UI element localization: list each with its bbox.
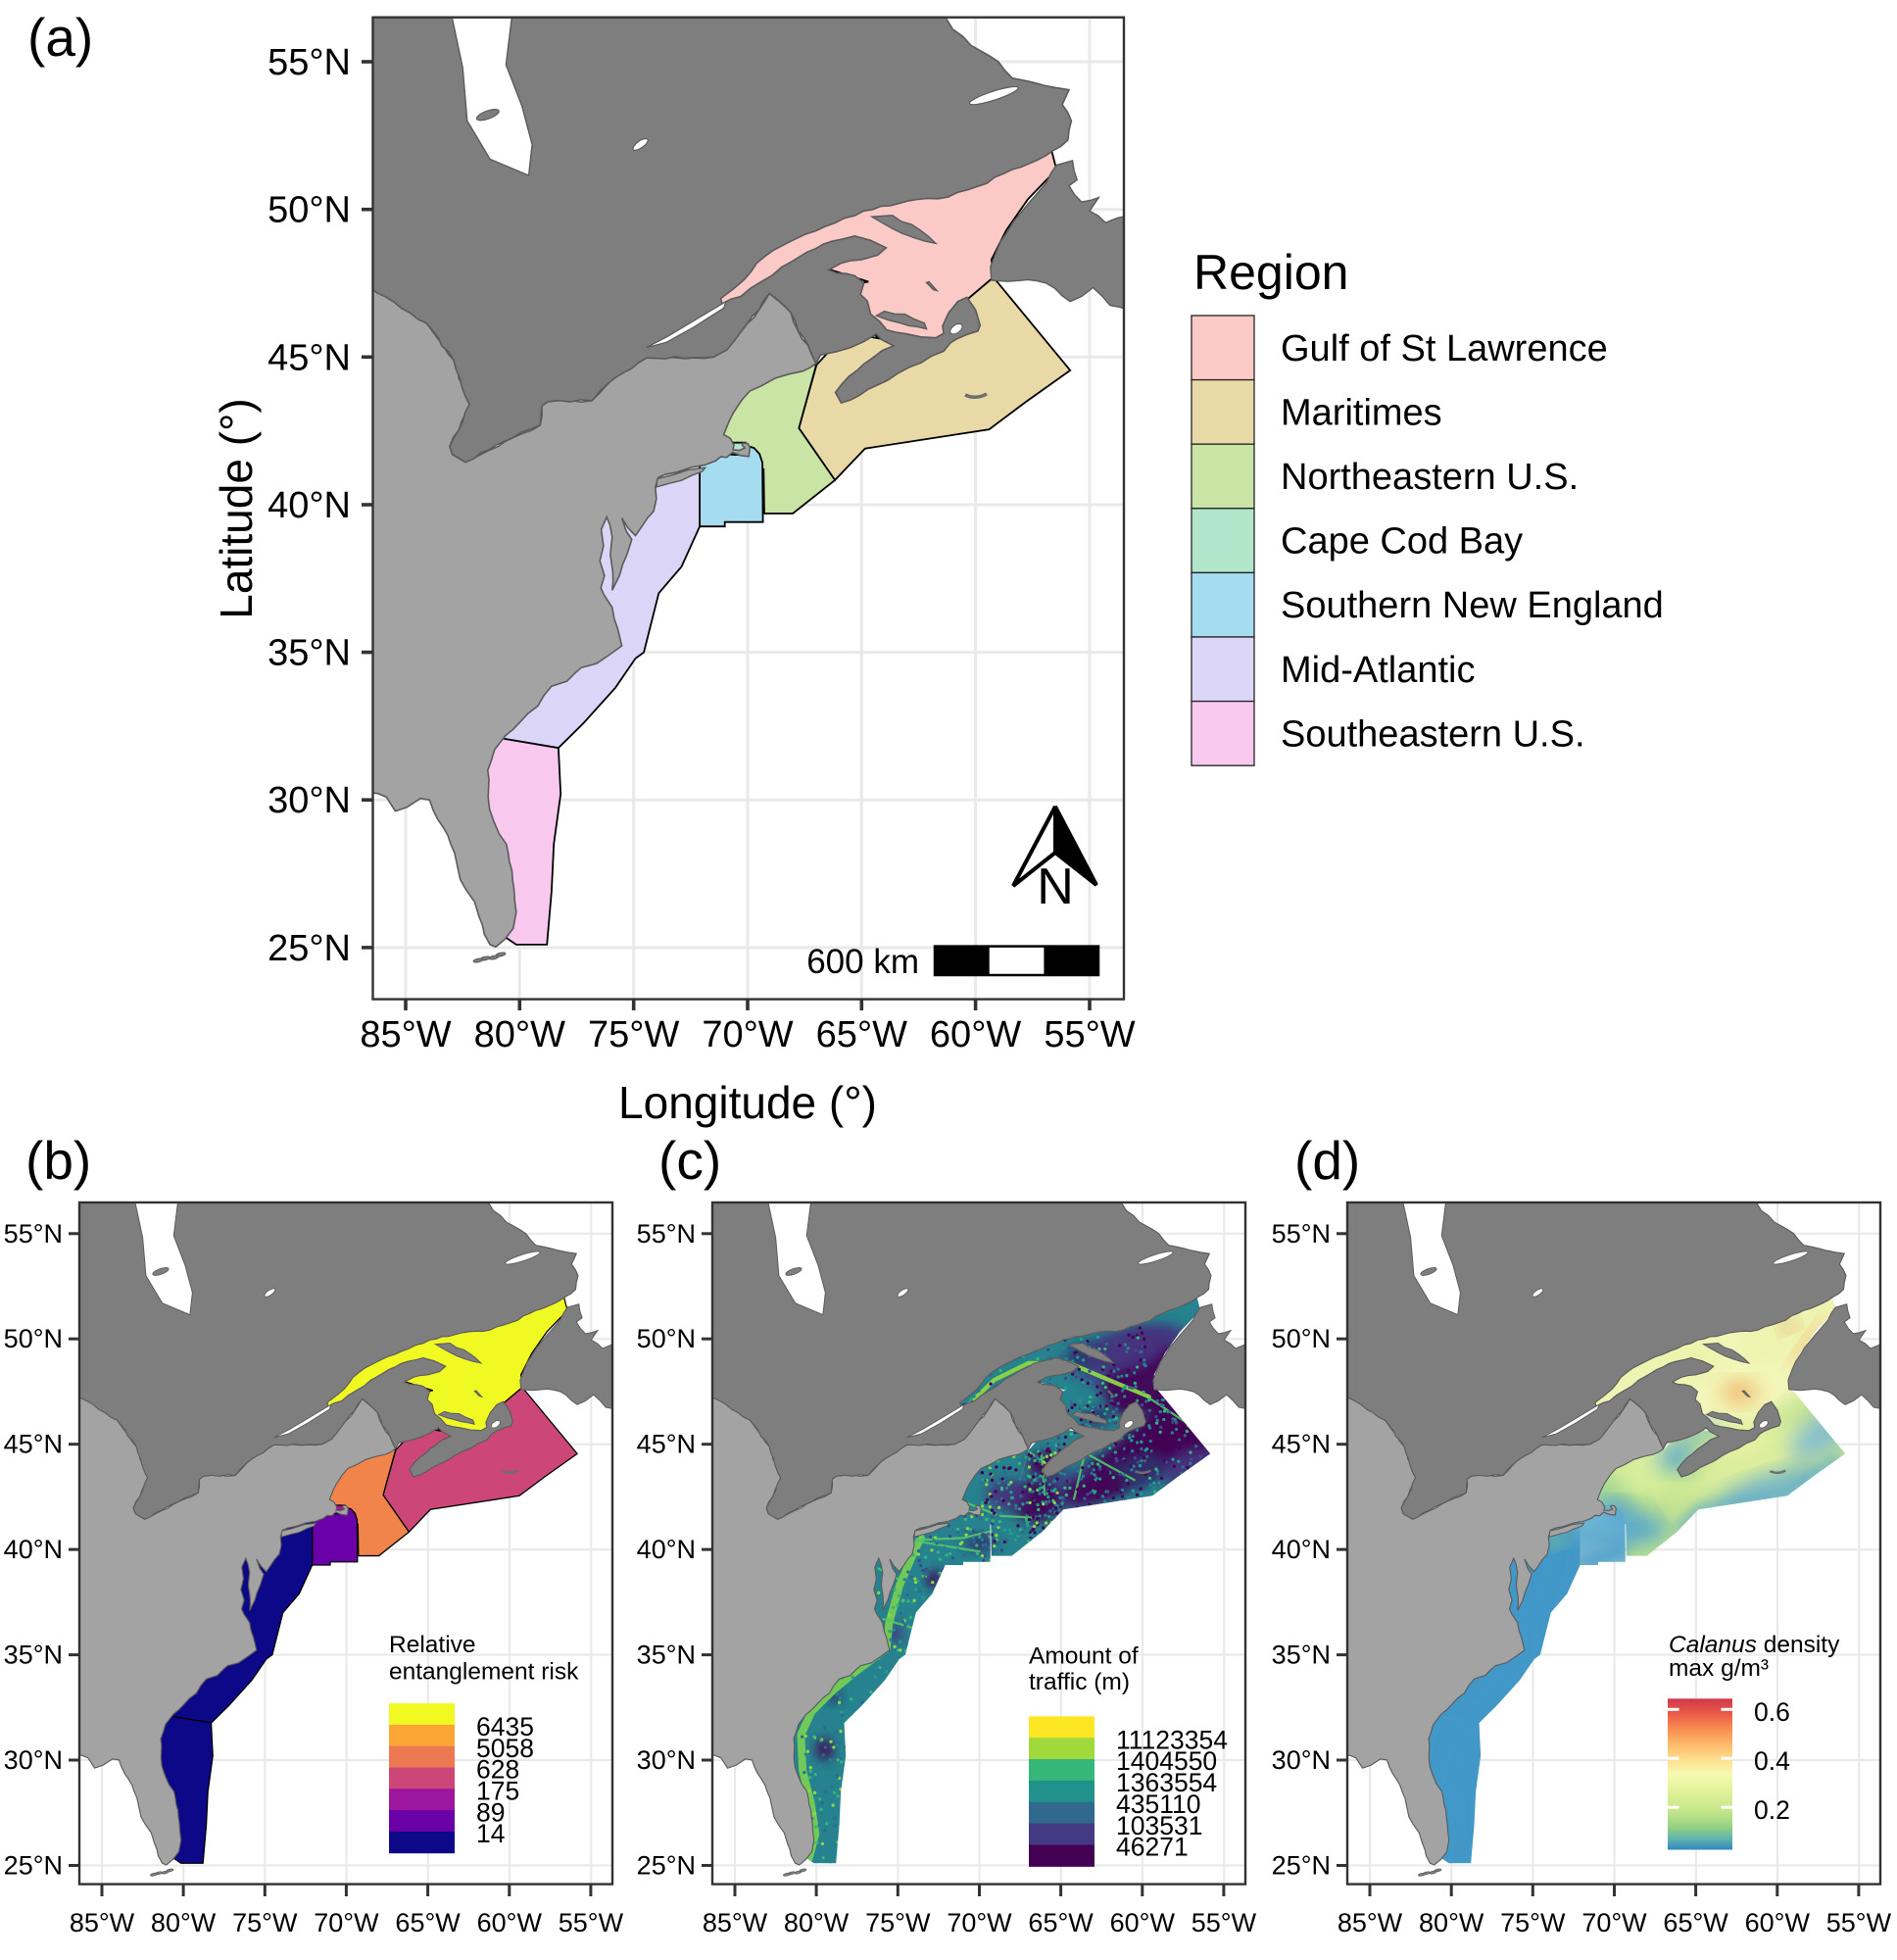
svg-text:11123354: 11123354 bbox=[1116, 1725, 1228, 1754]
svg-text:80°W: 80°W bbox=[474, 1014, 565, 1055]
svg-text:75°W: 75°W bbox=[1500, 1908, 1566, 1937]
svg-text:65°W: 65°W bbox=[1663, 1908, 1728, 1937]
svg-text:25°N: 25°N bbox=[1272, 1851, 1331, 1881]
svg-text:65°W: 65°W bbox=[1028, 1908, 1094, 1937]
svg-text:0.2: 0.2 bbox=[1754, 1795, 1790, 1825]
svg-text:Maritimes: Maritimes bbox=[1281, 392, 1442, 433]
svg-text:50°N: 50°N bbox=[268, 190, 351, 231]
svg-text:80°W: 80°W bbox=[784, 1908, 850, 1937]
svg-text:Calanus density: Calanus density bbox=[1669, 1632, 1840, 1658]
svg-text:max g/m³: max g/m³ bbox=[1669, 1655, 1769, 1682]
svg-text:600 km: 600 km bbox=[806, 943, 919, 981]
svg-text:75°W: 75°W bbox=[232, 1908, 298, 1937]
svg-text:85°W: 85°W bbox=[360, 1014, 451, 1055]
svg-text:45°N: 45°N bbox=[1272, 1430, 1331, 1459]
svg-text:65°W: 65°W bbox=[816, 1014, 907, 1055]
svg-text:55°W: 55°W bbox=[559, 1908, 624, 1937]
svg-text:traffic (m): traffic (m) bbox=[1029, 1669, 1130, 1695]
svg-text:35°N: 35°N bbox=[4, 1641, 63, 1670]
svg-text:25°N: 25°N bbox=[268, 928, 351, 969]
svg-text:35°N: 35°N bbox=[1272, 1641, 1331, 1670]
svg-text:70°W: 70°W bbox=[314, 1908, 379, 1937]
svg-text:85°W: 85°W bbox=[703, 1908, 768, 1937]
svg-text:55°N: 55°N bbox=[268, 42, 351, 83]
svg-text:70°W: 70°W bbox=[947, 1908, 1012, 1937]
svg-text:30°N: 30°N bbox=[637, 1745, 696, 1775]
svg-text:Southern New England: Southern New England bbox=[1281, 585, 1664, 626]
svg-text:Northeastern U.S.: Northeastern U.S. bbox=[1281, 457, 1579, 498]
svg-text:Amount of: Amount of bbox=[1029, 1643, 1139, 1670]
svg-text:35°N: 35°N bbox=[637, 1641, 696, 1670]
svg-text:85°W: 85°W bbox=[70, 1908, 135, 1937]
svg-text:55°W: 55°W bbox=[1826, 1908, 1892, 1937]
svg-text:30°N: 30°N bbox=[1272, 1745, 1331, 1775]
svg-text:Latitude (°): Latitude (°) bbox=[211, 398, 262, 619]
svg-text:(b): (b) bbox=[25, 1130, 91, 1191]
svg-text:45°N: 45°N bbox=[268, 337, 351, 378]
svg-text:Relative: Relative bbox=[389, 1632, 476, 1658]
svg-text:25°N: 25°N bbox=[4, 1851, 63, 1881]
svg-text:60°W: 60°W bbox=[930, 1014, 1021, 1055]
svg-text:55°W: 55°W bbox=[1044, 1014, 1135, 1055]
svg-text:Southeastern U.S.: Southeastern U.S. bbox=[1281, 713, 1585, 755]
svg-text:(d): (d) bbox=[1294, 1130, 1360, 1191]
svg-text:55°N: 55°N bbox=[1272, 1219, 1331, 1249]
svg-text:14: 14 bbox=[476, 1819, 505, 1848]
svg-text:85°W: 85°W bbox=[1338, 1908, 1403, 1937]
svg-text:55°N: 55°N bbox=[4, 1219, 63, 1249]
svg-text:89: 89 bbox=[476, 1797, 505, 1827]
svg-text:1363554: 1363554 bbox=[1116, 1768, 1217, 1797]
svg-text:50°N: 50°N bbox=[1272, 1324, 1331, 1353]
svg-text:75°W: 75°W bbox=[588, 1014, 679, 1055]
svg-text:40°N: 40°N bbox=[268, 485, 351, 526]
svg-text:6435: 6435 bbox=[476, 1712, 534, 1741]
svg-text:entanglement risk: entanglement risk bbox=[389, 1659, 579, 1686]
svg-text:Longitude (°): Longitude (°) bbox=[618, 1077, 877, 1128]
svg-text:80°W: 80°W bbox=[1419, 1908, 1484, 1937]
svg-text:Cape Cod Bay: Cape Cod Bay bbox=[1281, 521, 1523, 563]
svg-text:70°W: 70°W bbox=[1581, 1908, 1647, 1937]
svg-text:60°W: 60°W bbox=[1745, 1908, 1811, 1937]
svg-text:60°W: 60°W bbox=[1110, 1908, 1176, 1937]
svg-text:1404550: 1404550 bbox=[1116, 1746, 1217, 1776]
svg-text:Mid-Atlantic: Mid-Atlantic bbox=[1281, 650, 1476, 691]
svg-text:65°W: 65°W bbox=[395, 1908, 461, 1937]
svg-text:45°N: 45°N bbox=[637, 1430, 696, 1459]
svg-text:45°N: 45°N bbox=[4, 1430, 63, 1459]
svg-text:40°N: 40°N bbox=[4, 1535, 63, 1564]
svg-text:5058: 5058 bbox=[476, 1734, 534, 1763]
svg-text:0.6: 0.6 bbox=[1754, 1697, 1790, 1727]
svg-text:50°N: 50°N bbox=[637, 1324, 696, 1353]
svg-text:175: 175 bbox=[476, 1777, 519, 1806]
svg-text:Gulf of St Lawrence: Gulf of St Lawrence bbox=[1281, 328, 1608, 369]
svg-text:25°N: 25°N bbox=[637, 1851, 696, 1881]
svg-text:103531: 103531 bbox=[1116, 1811, 1202, 1840]
svg-text:(a): (a) bbox=[27, 7, 93, 68]
svg-text:80°W: 80°W bbox=[151, 1908, 217, 1937]
svg-text:75°W: 75°W bbox=[865, 1908, 931, 1937]
svg-text:40°N: 40°N bbox=[1272, 1535, 1331, 1564]
svg-text:40°N: 40°N bbox=[637, 1535, 696, 1564]
svg-text:628: 628 bbox=[476, 1755, 519, 1785]
svg-text:46271: 46271 bbox=[1116, 1833, 1189, 1862]
svg-text:Region: Region bbox=[1193, 245, 1348, 300]
svg-text:435110: 435110 bbox=[1116, 1789, 1200, 1819]
svg-text:35°N: 35°N bbox=[268, 633, 351, 674]
svg-text:30°N: 30°N bbox=[4, 1745, 63, 1775]
svg-text:50°N: 50°N bbox=[4, 1324, 63, 1353]
svg-text:0.4: 0.4 bbox=[1754, 1746, 1790, 1776]
svg-text:30°N: 30°N bbox=[268, 780, 351, 821]
svg-text:N: N bbox=[1037, 858, 1074, 915]
svg-text:55°W: 55°W bbox=[1192, 1908, 1257, 1937]
svg-text:60°W: 60°W bbox=[477, 1908, 543, 1937]
svg-text:70°W: 70°W bbox=[702, 1014, 793, 1055]
svg-text:55°N: 55°N bbox=[637, 1219, 696, 1249]
svg-text:(c): (c) bbox=[658, 1130, 721, 1191]
